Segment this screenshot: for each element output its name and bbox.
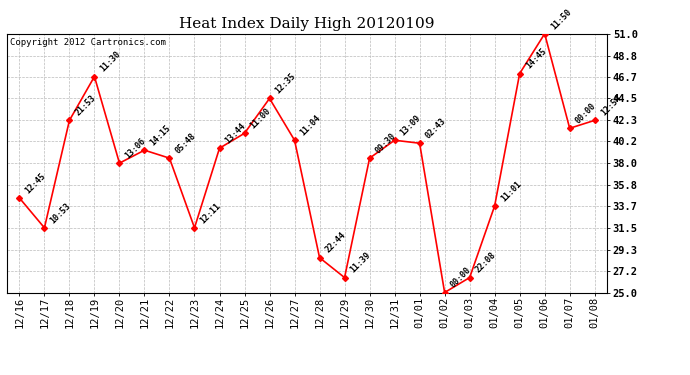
- Text: Copyright 2012 Cartronics.com: Copyright 2012 Cartronics.com: [10, 38, 166, 46]
- Text: 11:50: 11:50: [549, 7, 573, 31]
- Text: 00:00: 00:00: [448, 266, 473, 290]
- Text: 10:53: 10:53: [48, 201, 72, 225]
- Text: 11:04: 11:04: [299, 113, 323, 138]
- Text: 14:15: 14:15: [148, 123, 172, 147]
- Text: 11:01: 11:01: [499, 179, 523, 203]
- Title: Heat Index Daily High 20120109: Heat Index Daily High 20120109: [179, 17, 435, 31]
- Text: 11:00: 11:00: [248, 106, 273, 130]
- Text: 11:39: 11:39: [348, 251, 373, 275]
- Text: 13:44: 13:44: [224, 122, 248, 146]
- Text: 13:06: 13:06: [124, 136, 148, 160]
- Text: 12:35: 12:35: [274, 72, 298, 96]
- Text: 12:54: 12:54: [599, 93, 623, 117]
- Text: 21:53: 21:53: [74, 93, 98, 117]
- Text: 13:09: 13:09: [399, 113, 423, 138]
- Text: 09:30: 09:30: [374, 131, 398, 155]
- Text: 22:44: 22:44: [324, 231, 348, 255]
- Text: 12:45: 12:45: [23, 171, 48, 195]
- Text: 12:11: 12:11: [199, 201, 223, 225]
- Text: 14:45: 14:45: [524, 47, 548, 71]
- Text: 00:00: 00:00: [574, 102, 598, 126]
- Text: 22:08: 22:08: [474, 251, 498, 275]
- Text: 02:43: 02:43: [424, 116, 448, 141]
- Text: 05:48: 05:48: [174, 131, 198, 155]
- Text: 11:30: 11:30: [99, 50, 123, 74]
